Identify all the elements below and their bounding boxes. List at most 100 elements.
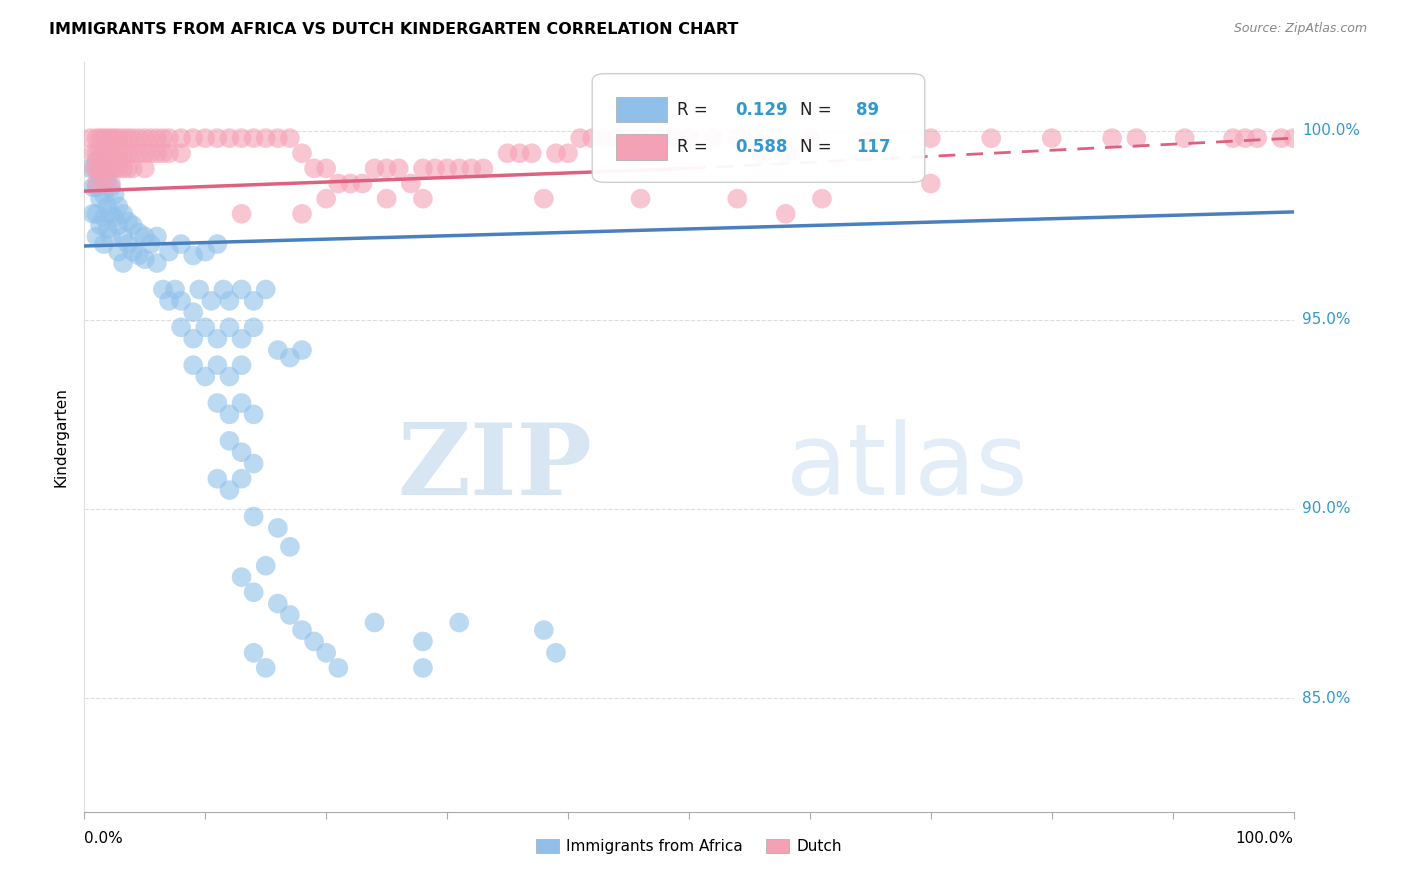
Point bbox=[291, 207, 314, 221]
Point bbox=[449, 615, 471, 630]
Point bbox=[533, 623, 555, 637]
Text: atlas: atlas bbox=[786, 418, 1028, 516]
FancyBboxPatch shape bbox=[592, 74, 925, 182]
Point bbox=[86, 229, 108, 244]
Point bbox=[181, 332, 204, 346]
Point bbox=[207, 472, 229, 486]
Point bbox=[980, 131, 1002, 145]
Point bbox=[117, 146, 139, 161]
Point bbox=[218, 434, 240, 448]
Point bbox=[1125, 131, 1147, 145]
Point bbox=[363, 161, 385, 176]
Point bbox=[678, 131, 700, 145]
Point bbox=[1222, 131, 1244, 145]
Point bbox=[231, 131, 253, 145]
Point bbox=[100, 207, 122, 221]
Point bbox=[117, 161, 139, 176]
Point bbox=[231, 472, 253, 486]
Point bbox=[496, 146, 519, 161]
Point bbox=[533, 192, 555, 206]
Point bbox=[152, 131, 174, 145]
Point bbox=[194, 244, 217, 259]
Point bbox=[254, 131, 277, 145]
Point bbox=[139, 237, 162, 252]
Point bbox=[121, 146, 143, 161]
Text: 85.0%: 85.0% bbox=[1302, 690, 1350, 706]
Point bbox=[775, 146, 797, 161]
Point bbox=[86, 161, 108, 176]
Point bbox=[593, 131, 616, 145]
Point bbox=[194, 131, 217, 145]
Point bbox=[630, 131, 652, 145]
Point bbox=[1234, 131, 1257, 145]
Point bbox=[107, 244, 129, 259]
Point bbox=[207, 396, 229, 410]
Point bbox=[412, 661, 434, 675]
Point bbox=[170, 146, 193, 161]
Point bbox=[218, 320, 240, 334]
Point bbox=[89, 169, 111, 183]
Point bbox=[231, 570, 253, 584]
Point bbox=[1282, 131, 1305, 145]
Point bbox=[100, 177, 122, 191]
Point bbox=[152, 283, 174, 297]
Point bbox=[231, 283, 253, 297]
Y-axis label: Kindergarten: Kindergarten bbox=[53, 387, 69, 487]
Text: N =: N = bbox=[800, 138, 837, 156]
Point bbox=[134, 252, 156, 267]
Point bbox=[557, 146, 579, 161]
Point bbox=[112, 207, 135, 221]
Point bbox=[93, 161, 115, 176]
Point bbox=[93, 237, 115, 252]
Point bbox=[100, 146, 122, 161]
Point bbox=[254, 661, 277, 675]
Point bbox=[436, 161, 458, 176]
Point bbox=[218, 408, 240, 422]
Point bbox=[544, 146, 567, 161]
Point bbox=[117, 214, 139, 228]
Point bbox=[157, 146, 180, 161]
Point bbox=[157, 131, 180, 145]
Text: 90.0%: 90.0% bbox=[1302, 501, 1350, 516]
Point bbox=[641, 131, 664, 145]
Point bbox=[96, 173, 118, 187]
Point bbox=[412, 161, 434, 176]
Point bbox=[218, 369, 240, 384]
Point bbox=[363, 615, 385, 630]
Point bbox=[96, 161, 118, 176]
Point bbox=[86, 153, 108, 168]
Point bbox=[157, 293, 180, 308]
Point bbox=[100, 161, 122, 176]
Point bbox=[352, 177, 374, 191]
Point bbox=[170, 293, 193, 308]
Point bbox=[93, 177, 115, 191]
Point bbox=[520, 146, 543, 161]
Point bbox=[231, 332, 253, 346]
Point bbox=[412, 634, 434, 648]
Point bbox=[278, 607, 301, 622]
Point bbox=[302, 634, 325, 648]
Point bbox=[920, 177, 942, 191]
Point bbox=[569, 131, 592, 145]
Point bbox=[128, 131, 150, 145]
Text: 89: 89 bbox=[856, 101, 879, 119]
Text: 0.588: 0.588 bbox=[735, 138, 787, 156]
Point bbox=[291, 623, 314, 637]
Point bbox=[231, 396, 253, 410]
Text: 0.0%: 0.0% bbox=[84, 830, 124, 846]
Point bbox=[811, 192, 834, 206]
Point bbox=[278, 540, 301, 554]
Point bbox=[139, 131, 162, 145]
Point bbox=[86, 131, 108, 145]
Point bbox=[181, 305, 204, 319]
Point bbox=[170, 131, 193, 145]
Point bbox=[112, 229, 135, 244]
Point bbox=[242, 293, 264, 308]
Point bbox=[170, 237, 193, 252]
Text: R =: R = bbox=[676, 101, 713, 119]
Point bbox=[146, 146, 169, 161]
Point bbox=[117, 131, 139, 145]
Point bbox=[200, 293, 222, 308]
Point bbox=[82, 180, 104, 194]
Point bbox=[725, 131, 748, 145]
